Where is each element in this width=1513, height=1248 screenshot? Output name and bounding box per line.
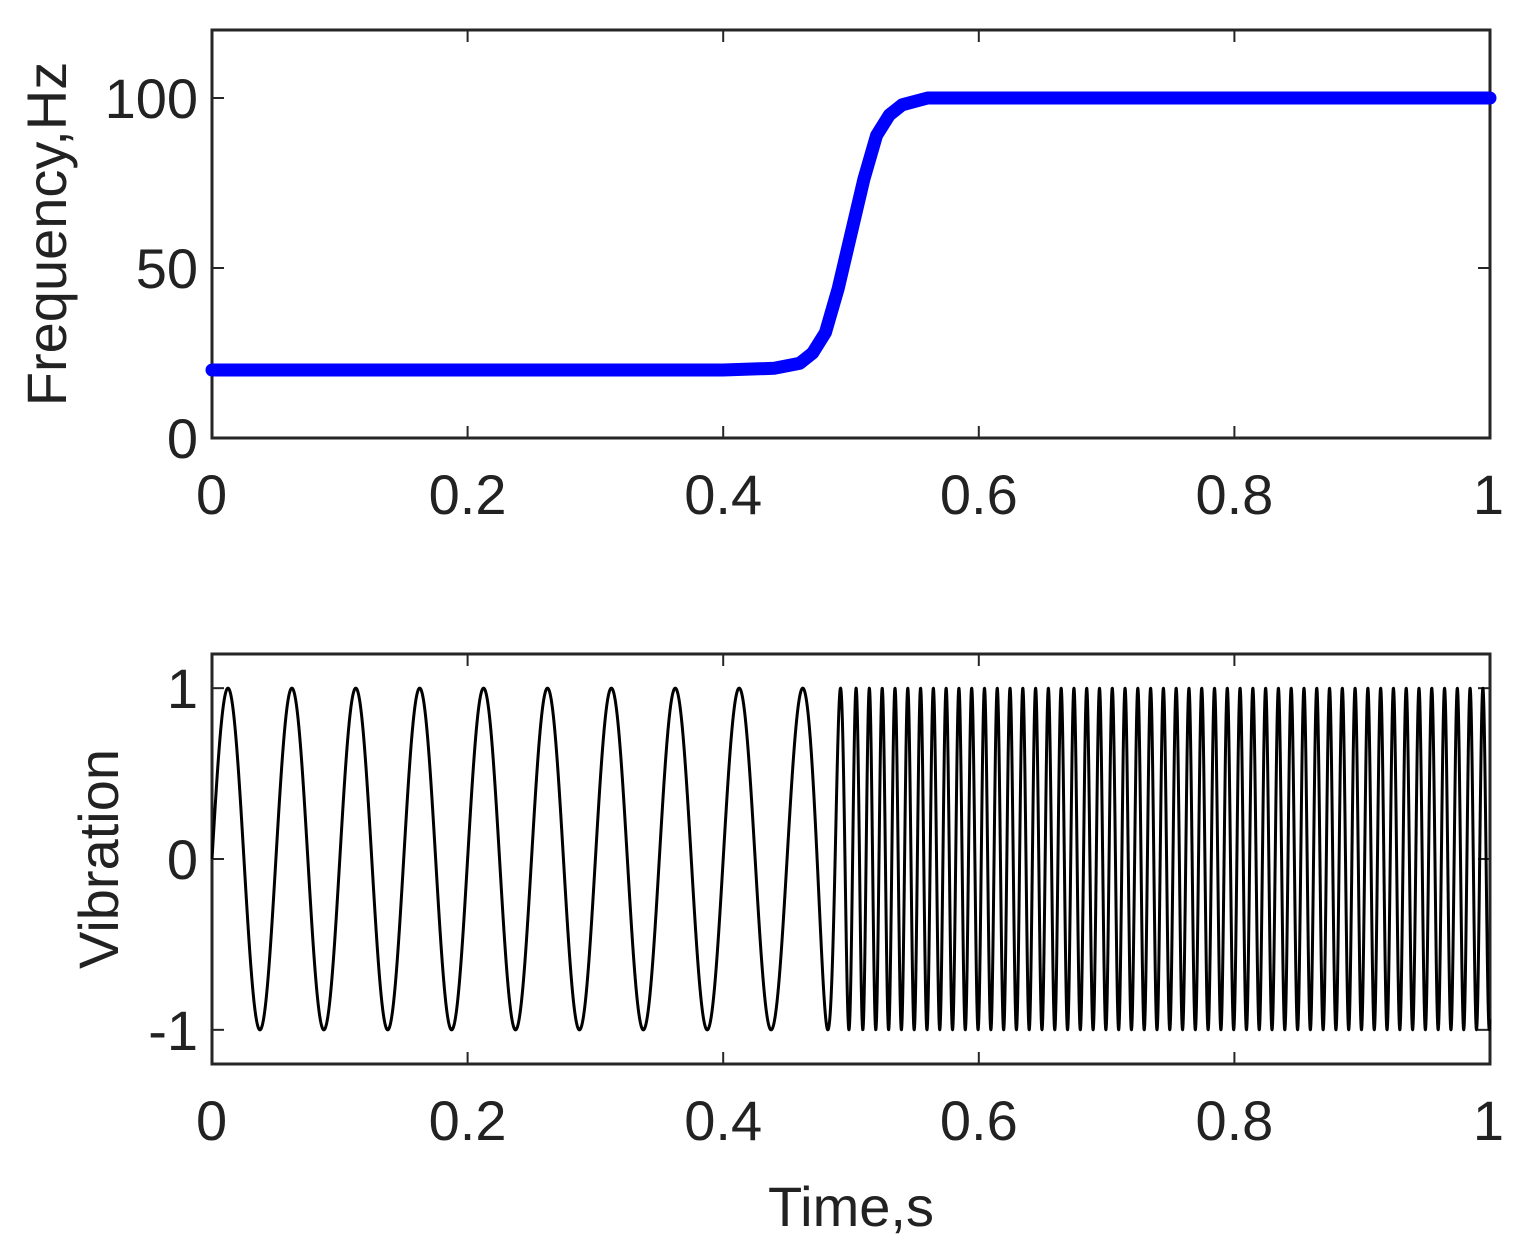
frequency-y-axis-label: Frequency,Hz bbox=[15, 62, 78, 406]
vibration-x-tick-label: 0.4 bbox=[684, 1089, 762, 1152]
vibration-y-tick-label: -1 bbox=[148, 999, 198, 1062]
frequency-y-tick-label: 50 bbox=[136, 237, 198, 300]
frequency-y-tick-label: 0 bbox=[167, 407, 198, 470]
frequency-y-tick-label: 100 bbox=[105, 67, 198, 130]
time-x-axis-label: Time,s bbox=[768, 1175, 934, 1238]
vibration-y-tick-label: 0 bbox=[167, 828, 198, 891]
vibration-series-line bbox=[210, 686, 1492, 1032]
frequency-x-ticks: 0 0.2 0.4 0.6 0.8 1 bbox=[196, 30, 1504, 526]
vibration-x-tick-label: 1 bbox=[1473, 1089, 1504, 1152]
vibration-panel: 0 0.2 0.4 0.6 0.8 1 -1 0 1 Vibration Time,s bbox=[67, 652, 1504, 1238]
frequency-x-tick-label: 0.6 bbox=[940, 463, 1018, 526]
frequency-x-tick-label: 0.4 bbox=[684, 463, 762, 526]
frequency-panel: 0 0.2 0.4 0.6 0.8 1 0 50 100 Frequency,Hz bbox=[15, 28, 1504, 526]
vibration-x-tick-label: 0.8 bbox=[1195, 1089, 1273, 1152]
vibration-y-tick-label: 1 bbox=[167, 657, 198, 720]
frequency-x-tick-label: 0.2 bbox=[429, 463, 507, 526]
frequency-x-tick-label: 0.8 bbox=[1195, 463, 1273, 526]
frequency-series-line bbox=[205, 91, 1497, 377]
vibration-x-ticks: 0 0.2 0.4 0.6 0.8 1 bbox=[196, 654, 1504, 1152]
frequency-y-ticks: 0 50 100 bbox=[105, 67, 1490, 470]
frequency-x-tick-label: 1 bbox=[1473, 463, 1504, 526]
vibration-x-tick-label: 0 bbox=[196, 1089, 227, 1152]
vibration-y-axis-label: Vibration bbox=[67, 749, 130, 969]
vibration-x-tick-label: 0.6 bbox=[940, 1089, 1018, 1152]
vibration-y-ticks: -1 0 1 bbox=[148, 657, 1490, 1062]
frequency-x-tick-label: 0 bbox=[196, 463, 227, 526]
vibration-x-tick-label: 0.2 bbox=[429, 1089, 507, 1152]
